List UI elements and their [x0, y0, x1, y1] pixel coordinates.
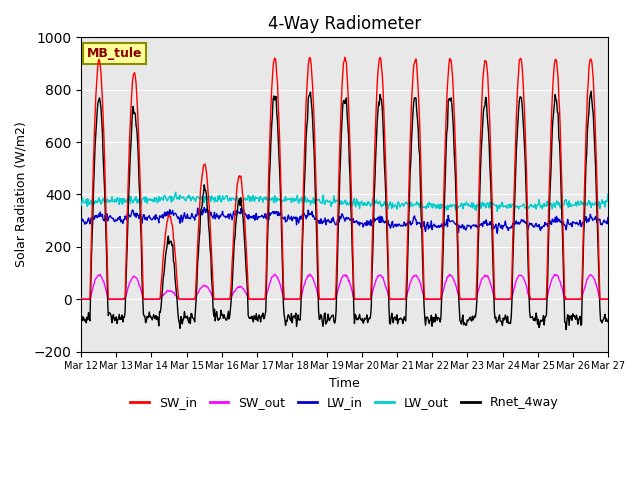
Y-axis label: Solar Radiation (W/m2): Solar Radiation (W/m2) [15, 121, 28, 267]
Legend: SW_in, SW_out, LW_in, LW_out, Rnet_4way: SW_in, SW_out, LW_in, LW_out, Rnet_4way [125, 391, 564, 414]
Title: 4-Way Radiometer: 4-Way Radiometer [268, 15, 421, 33]
X-axis label: Time: Time [329, 377, 360, 390]
Text: MB_tule: MB_tule [86, 47, 142, 60]
